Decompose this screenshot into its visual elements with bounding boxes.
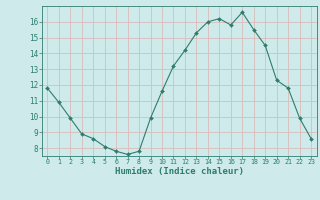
X-axis label: Humidex (Indice chaleur): Humidex (Indice chaleur) [115, 167, 244, 176]
